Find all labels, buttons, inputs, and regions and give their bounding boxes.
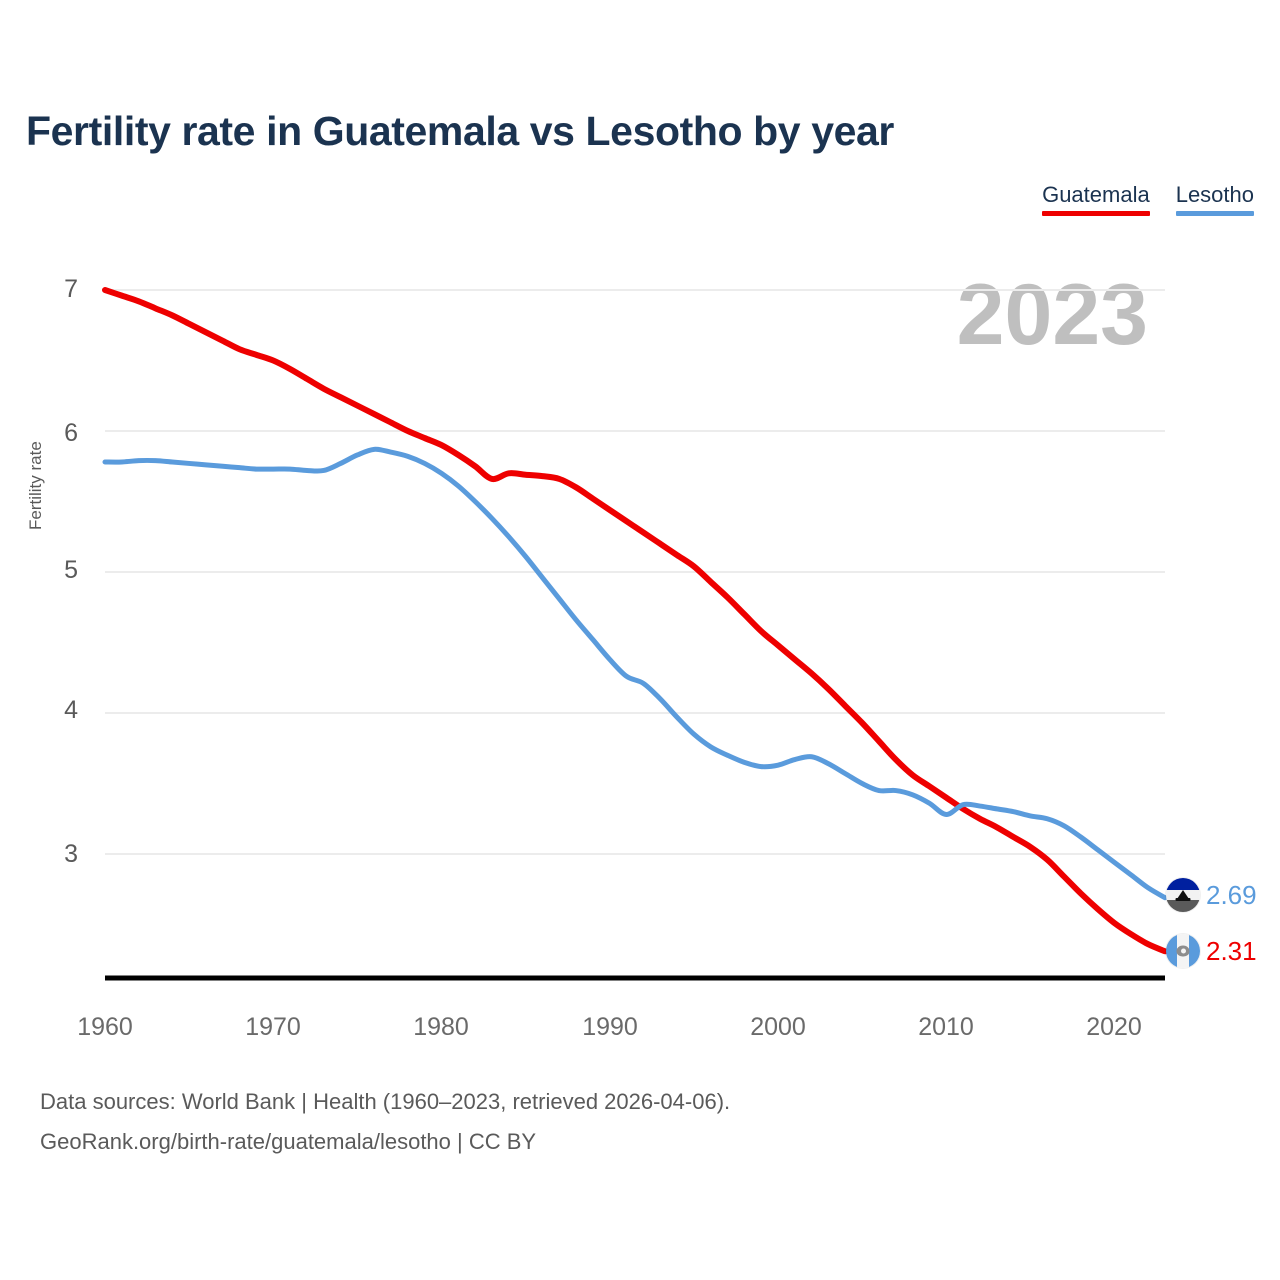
footer: Data sources: World Bank | Health (1960–… (40, 1082, 730, 1162)
legend-swatch-lesotho (1175, 211, 1254, 216)
x-tick-2000: 2000 (750, 1013, 806, 1041)
y-tick-3: 3 (64, 840, 78, 868)
end-label-lesotho: 2.69 (1166, 878, 1257, 912)
legend-label-guatemala: Guatemala (1042, 182, 1150, 207)
x-tick-1990: 1990 (582, 1013, 638, 1041)
end-value-guatemala: 2.31 (1206, 936, 1257, 966)
x-tick-1970: 1970 (245, 1013, 301, 1041)
series-line-lesotho (102, 446, 1168, 901)
x-tick-2010: 2010 (918, 1013, 974, 1041)
legend-item-guatemala[interactable]: Guatemala (1042, 182, 1150, 216)
x-tick-1980: 1980 (413, 1013, 469, 1041)
legend-swatch-guatemala (1042, 211, 1150, 216)
legend-label-lesotho: Lesotho (1175, 182, 1254, 207)
y-tick-7: 7 (64, 275, 78, 303)
x-tick-1960: 1960 (77, 1013, 133, 1041)
y-tick-4: 4 (64, 696, 78, 724)
page-title: Fertility rate in Guatemala vs Lesotho b… (26, 108, 894, 154)
year-watermark: 2023 (956, 267, 1148, 363)
legend-item-lesotho[interactable]: Lesotho (1175, 182, 1254, 216)
y-tick-6: 6 (64, 419, 78, 447)
y-tick-5: 5 (64, 556, 78, 584)
end-label-guatemala: 2.31 (1166, 934, 1257, 968)
gridlines (105, 289, 1165, 855)
series-line-guatemala (102, 287, 1168, 955)
footer-line-sources: Data sources: World Bank | Health (1960–… (40, 1089, 731, 1114)
footer-line-attribution: GeoRank.org/birth-rate/guatemala/lesotho… (40, 1129, 537, 1154)
end-value-lesotho: 2.69 (1206, 880, 1257, 910)
lesotho-flag-icon (1166, 878, 1200, 912)
series-lines (102, 287, 1168, 955)
guatemala-flag-icon (1166, 934, 1200, 968)
chart-legend: Guatemala Lesotho (1042, 182, 1254, 216)
y-axis-title: Fertility rate (26, 441, 45, 530)
x-tick-2020: 2020 (1086, 1013, 1142, 1041)
